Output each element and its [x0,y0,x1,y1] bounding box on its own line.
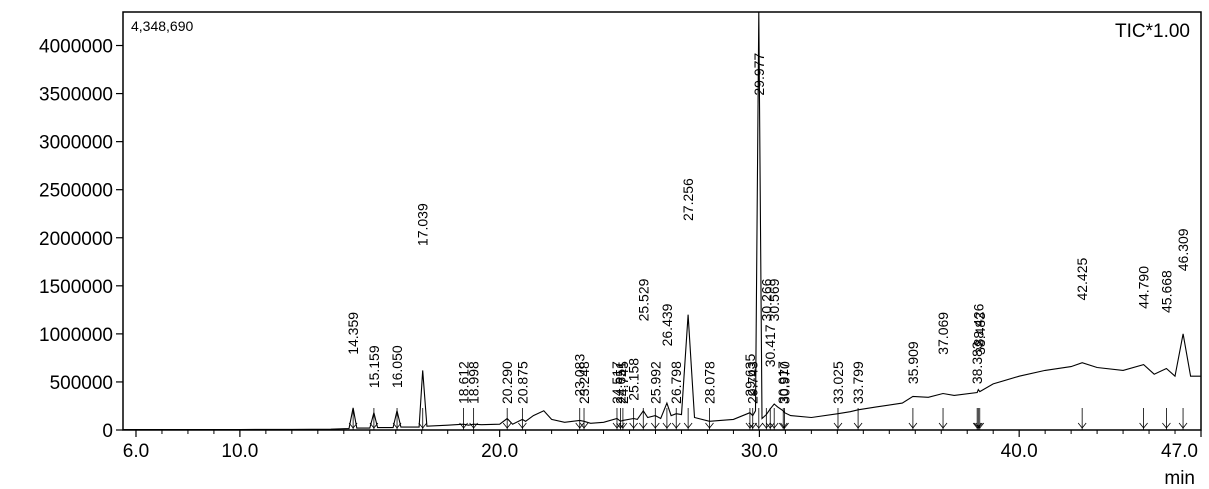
x-tick-label: 6.0 [123,441,149,462]
tic-trace [123,11,1201,431]
peak-marker-arrow [748,422,758,429]
y-tick-label: 0 [102,421,113,442]
peak-marker-arrow [754,422,764,429]
peak-label: 23.248 [576,361,592,404]
peak-label: 38.483 [972,312,988,355]
y-tick-label: 4000000 [39,37,113,58]
peak-label: 27.256 [680,178,696,221]
y-tick-label: 1500000 [39,277,113,298]
peak-label: 30.970 [777,361,793,404]
peak-label: 33.799 [850,361,866,404]
peak-label: 24.651 [613,361,629,404]
peak-label: 30.417 [762,324,778,367]
peak-label: 18.612 [456,361,472,404]
peak-label: 35.909 [905,341,921,384]
y-tick-label: 1000000 [39,325,113,346]
x-tick-label: 20.0 [481,441,518,462]
peak-label: 20.875 [514,361,530,404]
y-tick-label: 3000000 [39,133,113,154]
peak-marker-arrow [618,422,628,429]
peak-label: 23.083 [572,354,588,397]
peak-label: 44.790 [1136,266,1152,309]
peak-label: 29.635 [742,354,758,397]
peak-marker-arrow [769,422,779,429]
peak-marker-arrow [575,422,585,429]
y-tick-label: 3500000 [39,85,113,106]
peak-marker-arrow [762,422,771,429]
peak-label: 15.159 [366,345,382,388]
peak-label: 42.425 [1074,258,1090,301]
plot-frame [122,11,1202,431]
peak-label: 26.798 [668,361,684,404]
peak-marker-arrow [502,422,512,429]
peak-marker-arrow [1077,422,1087,429]
peak-marker-arrow [908,422,918,429]
peak-label: 30.266 [758,278,774,321]
x-tick-label: 47.0 [1161,441,1198,462]
peak-label: 38.426 [970,303,986,346]
max-intensity-label: 4,348,690 [131,18,193,34]
peak-marker-arrow [1178,422,1188,429]
peak-label: 45.668 [1158,270,1174,313]
peak-label: 38.383 [969,341,985,384]
x-tick-label: 30.0 [741,441,778,462]
y-tick-label: 2000000 [39,229,113,250]
peak-label: 30.569 [766,278,782,321]
peak-marker-arrow [705,422,714,429]
trace-label: TIC*1.00 [1115,21,1190,42]
peak-marker-arrow [853,422,863,429]
peak-label: 14.359 [345,312,361,355]
x-tick-label: 10.0 [221,441,258,462]
peak-label: 26.439 [659,303,675,346]
peak-marker-arrow [638,422,648,429]
peak-label: 24.745 [615,361,631,404]
peak-marker-arrow [833,422,843,429]
peak-marker-arrow [778,422,788,429]
y-tick-label: 500000 [50,373,113,394]
peak-label: 37.069 [935,312,951,355]
y-tick-label: 2500000 [39,181,113,202]
peak-label: 25.529 [635,278,651,321]
peak-marker-arrow [392,422,402,429]
peak-marker-arrow [1162,422,1171,429]
peak-marker-arrow [629,422,638,429]
peak-marker-arrow [612,422,622,429]
peak-label: 29.743 [745,361,761,404]
peak-marker-arrow [518,422,527,429]
peak-label: 25.158 [626,358,642,401]
y-axis: 0 500000 1000000 1500000 2000000 2500000 30000… [39,37,123,442]
peak-label: 17.039 [415,203,431,246]
peak-label: 33.025 [830,361,846,404]
peak-label: 29.977 [751,53,767,96]
peak-label: 16.050 [389,345,405,388]
peak-label: 30.917 [775,361,791,404]
peak-label: 28.078 [702,361,718,404]
peak-marker-arrow [650,422,660,429]
peak-marker-arrow [662,422,672,429]
x-axis: 6.0 10.0 20.0 30.0 40.0 47.0 [123,430,1202,462]
peak-marker-arrow [671,422,681,429]
peak-marker-arrow [973,422,983,429]
peak-marker-arrow [1139,422,1148,429]
peak-label: 20.290 [499,361,515,404]
peak-marker-arrow [938,422,948,429]
peak-label: 24.517 [609,361,625,404]
peak-marker-arrow [418,422,428,429]
peak-marker-arrow [765,422,775,429]
peak-marker-arrow [579,422,589,429]
peak-marker-arrow [780,422,789,429]
peak-marker-arrow [975,422,985,429]
x-axis-unit-label: min [1164,468,1195,489]
peak-marker-arrow [683,422,693,429]
peak-label: 25.992 [647,361,663,404]
x-tick-label: 40.0 [1001,441,1038,462]
peak-label: 18.998 [466,361,482,404]
peak-label: 46.309 [1175,228,1191,271]
